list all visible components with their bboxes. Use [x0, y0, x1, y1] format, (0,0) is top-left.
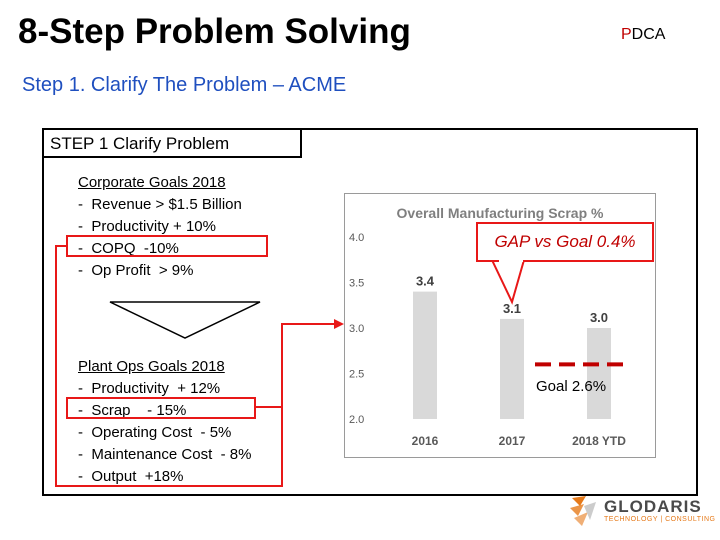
- connector-arrowhead-icon: [334, 319, 344, 329]
- x-category-label: 2017: [499, 434, 526, 448]
- step-label: STEP 1 Clarify Problem: [42, 128, 302, 158]
- corporate-goals-heading: Corporate Goals 2018: [78, 174, 226, 191]
- callout-tail-join: [499, 258, 523, 262]
- chart-bar: [500, 318, 524, 419]
- plant-goal-item: - Scrap - 15%: [78, 402, 187, 419]
- copq-highlight-box: [66, 235, 268, 257]
- down-arrow-icon: [109, 301, 261, 339]
- pdca-tag-rest: DCA: [631, 26, 666, 43]
- corporate-goal-item: - Op Profit > 9%: [78, 262, 194, 279]
- gap-callout: GAP vs Goal 0.4%: [476, 222, 654, 262]
- bar-data-label: 3.4: [416, 274, 435, 289]
- glodaris-logo-icon: [570, 496, 596, 526]
- bar-data-label: 3.1: [503, 301, 521, 316]
- plant-goal-item: - Operating Cost - 5%: [78, 424, 232, 441]
- x-category-label: 2018 YTD: [572, 434, 626, 448]
- logo-tagline: TECHNOLOGY | CONSULTING: [604, 516, 716, 523]
- content-frame: [42, 128, 698, 496]
- scrap-to-chart-connector: [256, 323, 336, 408]
- pdca-tag-highlight: P: [621, 26, 632, 43]
- x-category-label: 2016: [412, 434, 439, 448]
- pdca-tag: PDCA: [621, 26, 665, 44]
- y-tick-label: 2.0: [349, 414, 364, 426]
- plant-goals-heading: Plant Ops Goals 2018: [78, 358, 225, 375]
- y-tick-label: 4.0: [349, 232, 364, 244]
- corporate-goal-item: - Revenue > $1.5 Billion: [78, 196, 242, 213]
- plant-goal-item: - Productivity + 12%: [78, 380, 221, 397]
- plant-ops-goals: Plant Ops Goals 2018 - Productivity + 12…: [78, 356, 251, 488]
- corporate-goal-item: - Productivity + 10%: [78, 218, 216, 235]
- y-tick-label: 2.5: [349, 369, 364, 381]
- y-tick-label: 3.5: [349, 278, 364, 290]
- scrap-chart-svg: Overall Manufacturing Scrap % 2.0 2.5 3.0 3.…: [349, 205, 631, 448]
- scrap-highlight-box: [66, 397, 256, 419]
- corporate-goal-item: - COPQ -10%: [78, 240, 179, 257]
- chart-bar: [587, 328, 611, 419]
- plant-goal-item: - Output +18%: [78, 468, 184, 485]
- bar-data-label: 3.0: [590, 310, 608, 325]
- callout-tail-icon: [490, 259, 526, 305]
- slide-subtitle: Step 1. Clarify The Problem – ACME: [22, 74, 347, 96]
- corporate-goals: Corporate Goals 2018 - Revenue > $1.5 Bi…: [78, 172, 242, 282]
- page-title: 8-Step Problem Solving: [18, 12, 411, 51]
- y-tick-label: 3.0: [349, 323, 364, 335]
- chart-title: Overall Manufacturing Scrap %: [397, 205, 604, 221]
- plant-goal-item: - Maintenance Cost - 8%: [78, 446, 252, 463]
- goal-label: Goal 2.6%: [536, 378, 607, 395]
- logo-name: GLODARIS: [604, 497, 702, 516]
- chart-bar: [413, 291, 437, 419]
